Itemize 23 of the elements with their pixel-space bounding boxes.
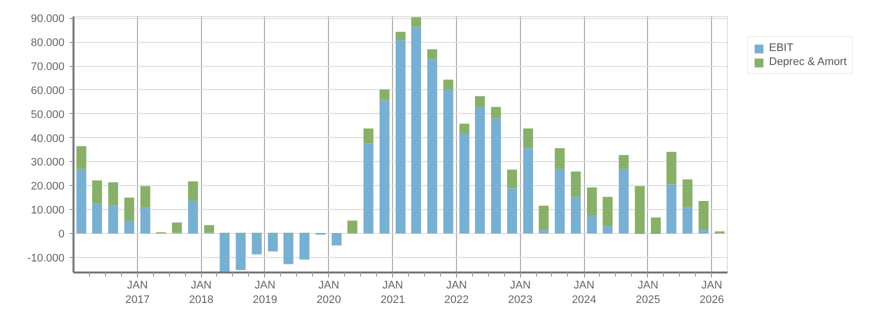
y-tick-label: 40.000 bbox=[30, 132, 65, 145]
y-tick-label: 30.000 bbox=[30, 156, 65, 169]
x-tick-label: JAN 2020 bbox=[316, 280, 342, 306]
x-tick-label: JAN 2018 bbox=[188, 280, 214, 306]
x-tick-label: JAN 2021 bbox=[380, 280, 405, 306]
x-tick-label: JAN 2022 bbox=[444, 280, 469, 306]
y-tick-label: 80.000 bbox=[30, 37, 65, 50]
x-tick-label: JAN 2024 bbox=[572, 280, 596, 306]
y-tick-label: 60.000 bbox=[30, 84, 65, 97]
legend-label: EBIT bbox=[769, 42, 794, 54]
x-tick-label: JAN 2019 bbox=[252, 280, 278, 306]
y-tick-label: -10.000 bbox=[27, 252, 65, 264]
legend-label: Deprec & Amort bbox=[769, 56, 847, 68]
x-tick-label: JAN 2023 bbox=[508, 280, 533, 306]
x-tick-label: JAN 2017 bbox=[125, 280, 150, 306]
x-tick-label: JAN 2026 bbox=[700, 280, 724, 306]
y-tick-label: 70.000 bbox=[30, 61, 65, 74]
y-tick-label: 50.000 bbox=[30, 108, 65, 121]
y-tick-label: 0 bbox=[58, 228, 65, 240]
y-tick-label: 20.000 bbox=[30, 180, 65, 193]
x-tick-label: JAN 2025 bbox=[636, 280, 660, 306]
y-tick-label: 10.000 bbox=[30, 204, 65, 217]
y-tick-label: 90.000 bbox=[30, 13, 65, 26]
